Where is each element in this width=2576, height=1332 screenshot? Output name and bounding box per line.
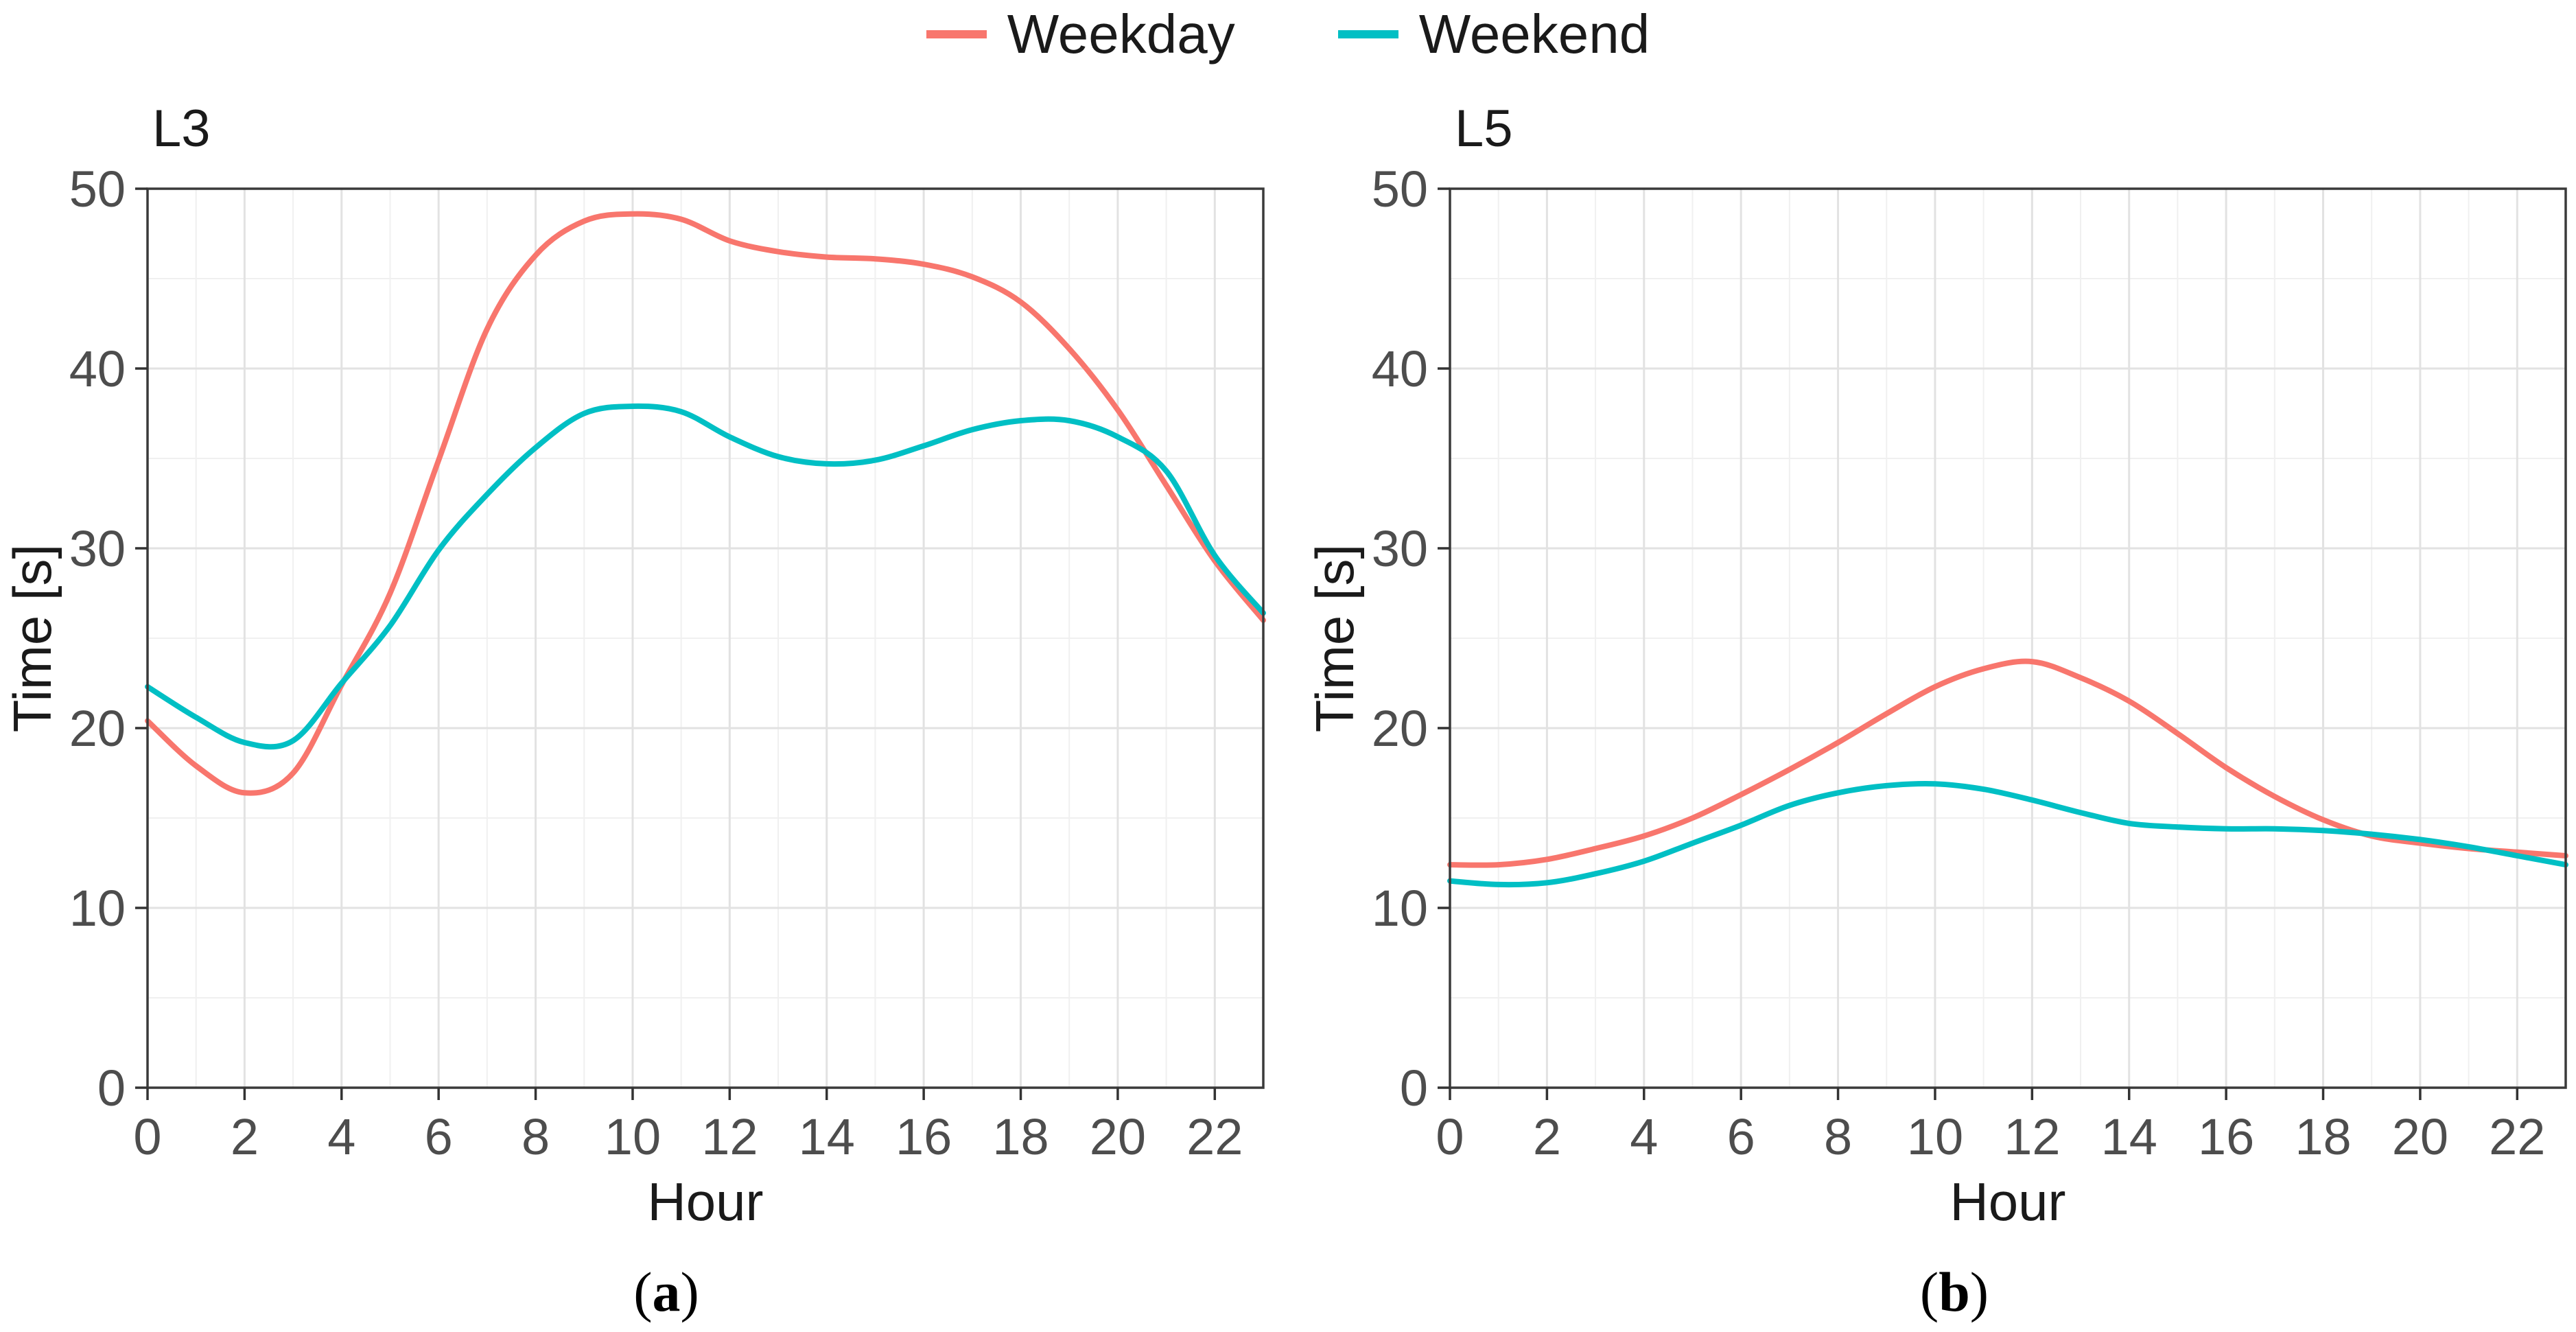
x-tick-label: 20: [1090, 1108, 1146, 1165]
x-tick-label: 10: [605, 1108, 661, 1165]
x-tick-label: 18: [992, 1108, 1049, 1165]
y-tick-label: 40: [1372, 340, 1428, 397]
panel-title-right: L5: [1455, 100, 1513, 158]
x-tick-label: 16: [2198, 1108, 2254, 1165]
weekday-line-key-icon: [926, 30, 987, 38]
legend-item-weekend: Weekend: [1337, 3, 1650, 65]
legend-item-weekday: Weekday: [926, 7, 1235, 62]
panel-title-left: L3: [152, 100, 211, 158]
x-tick-label: 2: [231, 1108, 259, 1165]
y-tick-label: 50: [1372, 161, 1428, 218]
x-tick-label: 0: [133, 1108, 161, 1165]
y-tick-label: 30: [69, 520, 126, 577]
x-tick-label: 14: [799, 1108, 855, 1165]
x-tick-label: 4: [327, 1108, 355, 1165]
x-tick-label: 10: [1907, 1108, 1963, 1165]
y-tick-label: 40: [69, 340, 126, 397]
x-tick-label: 6: [425, 1108, 453, 1165]
panel-border: [1449, 187, 2567, 1089]
x-tick-label: 8: [522, 1108, 550, 1165]
legend-label-weekday: Weekday: [1007, 3, 1235, 65]
legend: Weekday Weekend: [0, 7, 2576, 62]
y-tick-label: 10: [1372, 880, 1428, 937]
legend-label-weekend: Weekend: [1418, 3, 1650, 65]
y-tick-label: 0: [1400, 1060, 1428, 1117]
y-tick-label: 0: [97, 1060, 126, 1117]
y-tick-label: 20: [69, 700, 126, 757]
y-tick-label: 30: [1372, 520, 1428, 577]
x-tick-label: 22: [1186, 1108, 1243, 1165]
x-tick-label: 0: [1436, 1108, 1464, 1165]
x-axis-title-right: Hour: [1949, 1171, 2066, 1232]
series-line-weekend-l3: [145, 403, 1266, 750]
x-tick-label: 4: [1630, 1108, 1658, 1165]
x-tick-label: 22: [2489, 1108, 2545, 1165]
subfigure-caption-b: (b): [1919, 1261, 1989, 1323]
x-tick-label: 14: [2101, 1108, 2157, 1165]
series-line-weekend-l5: [1447, 780, 2568, 888]
x-tick-label: 12: [2004, 1108, 2060, 1165]
x-tick-label: 18: [2295, 1108, 2351, 1165]
x-tick-label: 2: [1533, 1108, 1561, 1165]
x-tick-label: 6: [1727, 1108, 1755, 1165]
x-tick-label: 16: [895, 1108, 952, 1165]
weekend-line-key-icon: [1337, 30, 1398, 38]
y-tick-label: 10: [69, 880, 126, 937]
subfigure-caption-a: (a): [633, 1261, 699, 1323]
series-line-weekday-l3: [145, 211, 1266, 796]
x-axis-title-left: Hour: [647, 1171, 764, 1232]
x-tick-label: 8: [1824, 1108, 1852, 1165]
x-tick-label: 20: [2392, 1108, 2448, 1165]
y-tick-label: 50: [69, 161, 126, 218]
y-tick-label: 20: [1372, 700, 1428, 757]
panel-border: [146, 187, 1265, 1089]
x-tick-label: 12: [701, 1108, 758, 1165]
